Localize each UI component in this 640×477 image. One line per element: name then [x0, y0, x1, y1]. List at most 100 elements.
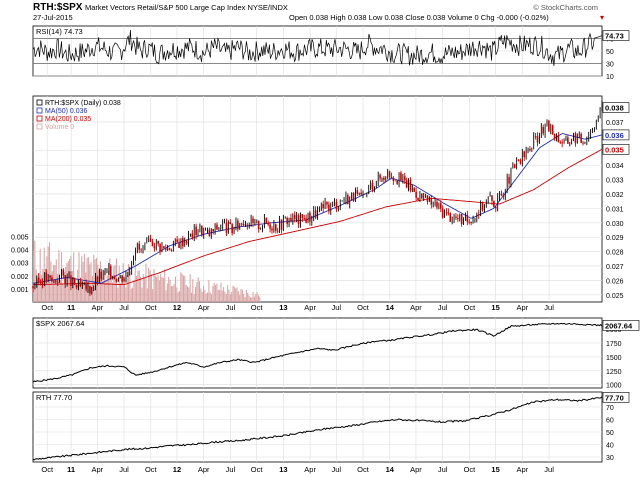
price-candle-body — [151, 241, 154, 247]
price-candle-body — [157, 240, 159, 244]
price-candle-body — [436, 201, 438, 208]
price-candle-body — [447, 212, 450, 214]
volume-bar — [77, 270, 79, 302]
price-candle-body — [500, 193, 503, 196]
spx-frame — [32, 317, 603, 389]
volume-bar — [207, 292, 209, 302]
volume-bar — [125, 287, 127, 302]
price-candle-body — [49, 275, 51, 278]
price-candle-body — [360, 192, 362, 195]
price-tick-label: 0.027 — [606, 264, 624, 271]
volume-bar — [252, 292, 254, 302]
x-axis-label: Apr — [517, 465, 529, 474]
x-axis-label: Oct — [357, 465, 370, 474]
price-candle-body — [582, 142, 584, 144]
volume-bar — [50, 261, 52, 302]
volume-bar — [215, 284, 217, 302]
price-candle-body — [491, 195, 493, 201]
price-candle-body — [449, 213, 452, 222]
volume-bar — [173, 283, 175, 302]
volume-bar — [176, 287, 178, 302]
price-1-value-tag-text: 0.036 — [605, 131, 624, 140]
volume-bar — [160, 274, 162, 302]
price-candle-body — [557, 135, 560, 143]
x-axis-label-mid: Jul — [438, 303, 448, 312]
x-axis-label-mid: Apr — [304, 303, 316, 312]
price-candle-body — [403, 176, 406, 181]
price-candle-body — [574, 133, 577, 144]
price-candle-body — [75, 284, 78, 288]
volume-bar — [105, 280, 107, 302]
volume-bar — [189, 274, 191, 302]
volume-bar — [53, 264, 55, 302]
volume-bar — [145, 263, 147, 302]
x-axis-label-mid: Apr — [517, 303, 529, 312]
price-candle-body — [257, 220, 260, 230]
volume-bar — [99, 261, 101, 302]
chart-panels: 70503010RSI(14) 74.7374.730.0370.0350.03… — [11, 25, 640, 474]
volume-bar — [256, 292, 258, 302]
volume-bar — [236, 287, 238, 302]
volume-bar — [74, 284, 76, 302]
volume-bar — [75, 283, 77, 302]
volume-bar — [67, 261, 69, 302]
price-candle-body — [121, 275, 123, 282]
price-candle-body — [405, 180, 408, 188]
price-candle-body — [326, 201, 328, 205]
volume-bar — [177, 292, 179, 302]
volume-bar — [249, 297, 251, 302]
volume-bar — [156, 277, 158, 302]
chart-symbol: RTH:$SPX — [33, 2, 83, 13]
price-candle-body — [39, 282, 42, 283]
volume-bar — [190, 292, 192, 302]
x-axis-label: Oct — [145, 465, 158, 474]
volume-bar — [185, 284, 187, 302]
volume-bar — [129, 272, 131, 302]
volume-bar — [103, 270, 105, 302]
volume-bar — [106, 275, 108, 302]
volume-bar — [169, 279, 171, 302]
volume-bar — [181, 273, 183, 302]
volume-bar — [182, 275, 184, 302]
volume-tick-label: 0.005 — [11, 234, 29, 241]
rsi-title: RSI(14) 74.73 — [36, 27, 83, 36]
price-candle-body — [267, 223, 269, 225]
volume-bar — [57, 273, 59, 302]
volume-bar — [118, 265, 120, 302]
price-candle-body — [115, 279, 118, 282]
price-candle-body — [303, 217, 306, 219]
volume-bar — [253, 296, 255, 302]
volume-bar — [37, 278, 39, 302]
price-candle-body — [240, 223, 243, 225]
volume-bar — [154, 275, 156, 302]
price-tick-label: 0.026 — [606, 278, 624, 285]
price-candle-body — [409, 179, 412, 191]
volume-bar — [138, 270, 140, 302]
price-candle-body — [271, 228, 273, 231]
price-candle-body — [212, 229, 214, 232]
chart-date: 27-Jul-2015 — [33, 13, 73, 22]
x-axis-label-mid: 11 — [67, 303, 75, 312]
volume-bar — [216, 283, 218, 302]
spx-line — [32, 322, 603, 383]
x-axis-label-mid: Oct — [464, 303, 477, 312]
volume-bar — [93, 254, 95, 302]
volume-bar — [69, 258, 71, 302]
x-axis-label: Jul — [544, 465, 554, 474]
volume-bar — [231, 291, 233, 302]
chg-down-icon: ▾ — [600, 13, 604, 22]
price-candle-body — [62, 269, 65, 276]
volume-bar — [174, 276, 176, 302]
ma200-line — [33, 148, 603, 286]
price-tick-label: 0.028 — [606, 250, 624, 257]
x-axis-label: Apr — [91, 465, 103, 474]
rth-title: RTH 77.70 — [36, 393, 72, 402]
volume-bar — [200, 288, 202, 302]
legend-entry: RTH:$SPX (Daily) 0.038 — [45, 100, 121, 107]
price-candle-body — [89, 286, 91, 294]
price-candle-body — [551, 125, 554, 134]
volume-bar — [241, 289, 243, 302]
volume-bar — [86, 257, 88, 302]
volume-bar — [111, 282, 113, 302]
